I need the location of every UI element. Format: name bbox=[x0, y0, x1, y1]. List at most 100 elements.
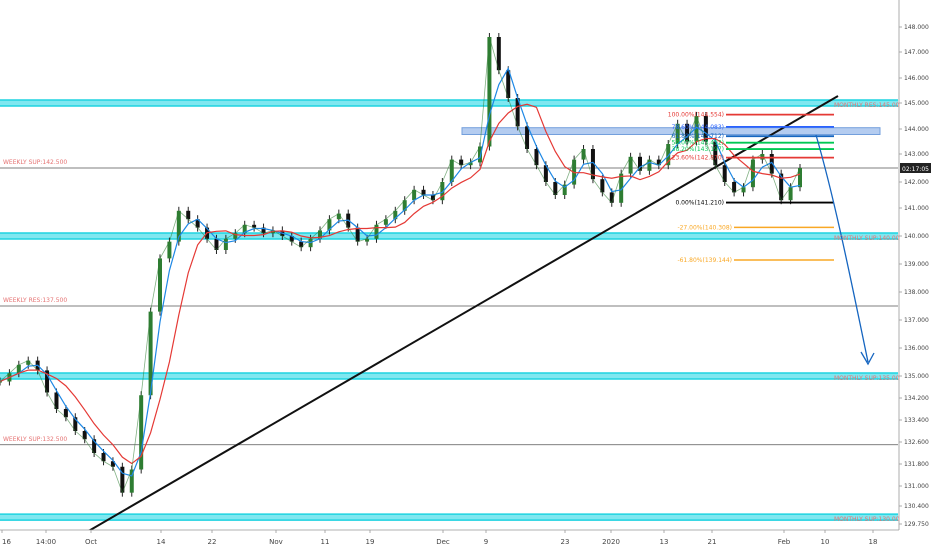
monthly-level-zone bbox=[0, 233, 898, 239]
x-tick-label: Nov bbox=[269, 538, 283, 546]
fib-label: 61.80%(143.712) bbox=[672, 133, 724, 140]
y-tick-label: 141.000 bbox=[904, 205, 929, 212]
y-tick-label: 134.200 bbox=[904, 395, 929, 402]
candle-body bbox=[73, 417, 78, 431]
candle-body bbox=[638, 156, 642, 171]
candle-body bbox=[0, 381, 2, 383]
candle-body bbox=[449, 159, 454, 182]
candle-body bbox=[722, 165, 727, 182]
candle-body bbox=[590, 149, 595, 180]
candle-body bbox=[261, 227, 266, 234]
candle-body bbox=[402, 200, 407, 211]
x-tick-label: 2020 bbox=[602, 538, 620, 546]
candle-body bbox=[440, 182, 445, 201]
x-tick-label: 18 bbox=[869, 538, 878, 546]
candle-body bbox=[647, 159, 652, 171]
candle-body bbox=[769, 154, 774, 174]
level-label: WEEKLY RES:137.500 bbox=[3, 297, 67, 304]
candle-body bbox=[525, 126, 530, 149]
level-label: MONTHLY RES:145.00 bbox=[834, 102, 900, 109]
candle-body bbox=[694, 116, 699, 142]
candle-body bbox=[110, 461, 115, 467]
candle-body bbox=[336, 213, 341, 220]
candle-body bbox=[515, 98, 520, 127]
projection-curve bbox=[815, 134, 869, 363]
candle-body bbox=[365, 238, 370, 242]
ma-slow-line bbox=[0, 103, 801, 465]
candle-body bbox=[54, 392, 59, 409]
x-tick-label: 13 bbox=[660, 538, 669, 546]
candle-body bbox=[666, 144, 671, 166]
candle-body bbox=[713, 141, 718, 166]
fib-label: 38.20%(143.197) bbox=[672, 146, 724, 153]
candle-body bbox=[355, 227, 360, 242]
candle-body bbox=[788, 187, 793, 201]
y-tick-label: 144.000 bbox=[904, 126, 929, 133]
y-axis-bg bbox=[899, 0, 932, 550]
current-price-badge bbox=[900, 163, 931, 173]
y-tick-label: 147.000 bbox=[904, 49, 929, 56]
fib-label: 23.60%(142.870) bbox=[672, 155, 724, 162]
candle-body bbox=[195, 219, 200, 228]
y-tick-label: 130.400 bbox=[904, 503, 929, 510]
candle-body bbox=[468, 162, 473, 166]
y-tick-label: 145.000 bbox=[904, 100, 929, 107]
candle-body bbox=[214, 238, 219, 250]
fib-label: 50.00%(143.452) bbox=[672, 140, 724, 147]
candle-body bbox=[383, 219, 388, 225]
x-axis-bg bbox=[0, 530, 932, 550]
candle-body bbox=[496, 37, 501, 71]
candle-body bbox=[534, 149, 539, 166]
resistance-box bbox=[461, 127, 881, 135]
candle-body bbox=[478, 146, 482, 163]
candle-body bbox=[732, 182, 737, 193]
candle-body bbox=[506, 70, 511, 98]
candle-body bbox=[92, 439, 97, 453]
y-tick-label: 135.000 bbox=[904, 373, 929, 380]
projection-arrow bbox=[815, 134, 875, 366]
support-resistance-zones bbox=[0, 99, 898, 521]
candle-body bbox=[242, 224, 247, 234]
x-tick-label: 14:00 bbox=[36, 538, 56, 546]
candle-body bbox=[176, 210, 181, 242]
monthly-level-zone bbox=[0, 100, 898, 106]
candle-body bbox=[543, 165, 548, 182]
candle-body bbox=[16, 364, 21, 374]
y-tick-label: 131.000 bbox=[904, 483, 929, 490]
candle-body bbox=[223, 238, 228, 250]
monthly-level-zone bbox=[0, 514, 898, 521]
candle-body bbox=[299, 241, 304, 248]
candle-body bbox=[741, 187, 746, 193]
y-tick-label: 133.400 bbox=[904, 417, 929, 424]
y-axis: 148.000 147.000 146.000 145.000 144.000 143.0… bbox=[898, 0, 932, 550]
y-tick-label: 148.000 bbox=[904, 24, 929, 31]
candle-body bbox=[139, 395, 144, 470]
y-tick-label: 129.750 bbox=[904, 521, 929, 528]
candle-body bbox=[750, 159, 755, 188]
fib-label: 100.00%(144.554) bbox=[668, 112, 724, 119]
candle-body bbox=[318, 230, 322, 239]
candle-body bbox=[562, 184, 567, 195]
price-series bbox=[0, 33, 802, 497]
y-tick-label: 142.000 bbox=[904, 179, 929, 186]
x-tick-label: 16 bbox=[2, 538, 11, 546]
x-tick-label: 22 bbox=[208, 538, 217, 546]
candle-body bbox=[129, 469, 134, 493]
y-tick-label: 132.600 bbox=[904, 439, 929, 446]
ma-fast-line bbox=[0, 66, 801, 477]
candle-body bbox=[393, 210, 398, 220]
price-line bbox=[0, 36, 801, 494]
x-tick-label: 11 bbox=[321, 538, 330, 546]
candle-body bbox=[412, 189, 417, 201]
level-label: MONTHLY SUP:130.00 bbox=[834, 516, 900, 523]
candle-body bbox=[581, 149, 586, 160]
x-tick-label: 21 bbox=[708, 538, 717, 546]
candle-body bbox=[374, 224, 379, 239]
candle-body bbox=[430, 195, 435, 201]
fib-label: 78.60%(144.083) bbox=[672, 124, 724, 131]
candle-body bbox=[675, 123, 680, 144]
y-tick-label: 143.000 bbox=[904, 151, 929, 158]
y-tick-label: 139.000 bbox=[904, 261, 929, 268]
